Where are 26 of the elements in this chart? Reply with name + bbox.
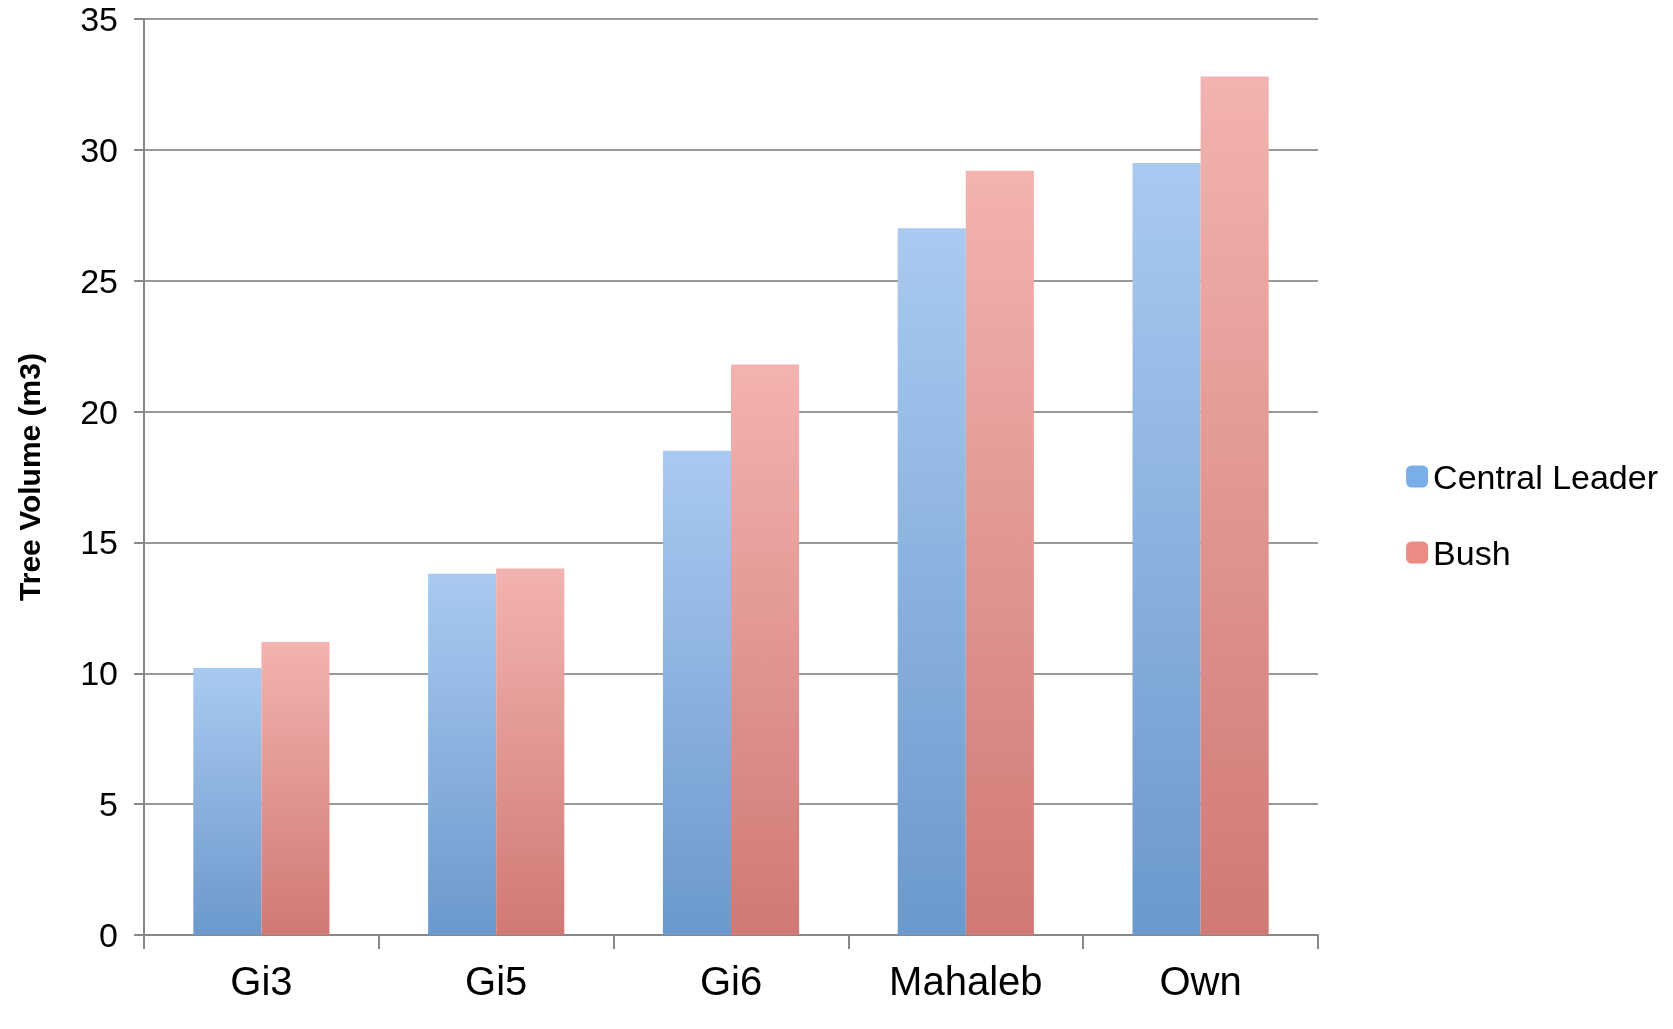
bar	[662, 450, 731, 935]
y-tick-label: 5	[99, 785, 118, 824]
bar	[1200, 76, 1269, 935]
bar	[496, 568, 565, 935]
y-tick-label: 15	[80, 523, 118, 562]
bar	[897, 228, 966, 935]
y-tick-label: 30	[80, 130, 118, 169]
x-tick-label: Gi3	[230, 959, 293, 1003]
x-tick-label: Own	[1159, 959, 1242, 1003]
y-axis-title: Tree Volume (m3)	[12, 353, 46, 601]
bar	[731, 364, 800, 935]
y-tick-label: 25	[80, 261, 118, 300]
bar	[193, 668, 262, 935]
legend-label: Bush	[1433, 533, 1511, 572]
y-tick-label: 35	[80, 0, 118, 38]
x-tick-label: Gi6	[699, 959, 763, 1003]
bar	[965, 170, 1034, 935]
x-tick-label: Mahaleb	[889, 959, 1043, 1003]
y-tick-label: 20	[80, 392, 118, 431]
bar	[428, 573, 497, 935]
bar	[261, 641, 330, 935]
y-tick-label: 10	[80, 654, 118, 693]
legend-label: Central Leader	[1433, 457, 1658, 496]
bar	[1132, 162, 1201, 935]
y-tick-label: 0	[99, 916, 118, 954]
x-tick-label: Gi5	[465, 959, 528, 1003]
